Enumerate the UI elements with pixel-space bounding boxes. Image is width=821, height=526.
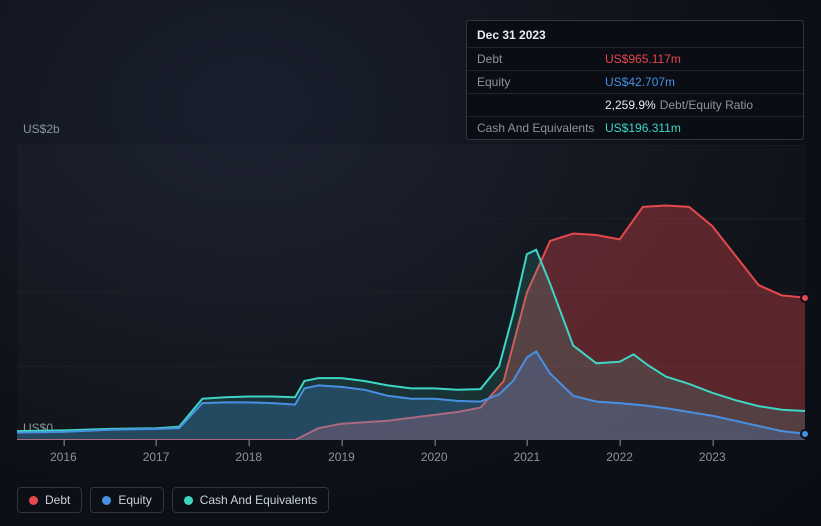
legend-label: Equity [118, 493, 151, 507]
tooltip-value: US$196.311m [605, 121, 681, 135]
chart-tooltip: Dec 31 2023 DebtUS$965.117mEquityUS$42.7… [466, 20, 804, 140]
x-axis-tick: 2016 [50, 450, 77, 464]
tooltip-value: US$42.707m [605, 75, 675, 89]
legend-dot [29, 496, 38, 505]
chart-svg [17, 145, 805, 440]
tooltip-label: Debt [477, 52, 605, 66]
x-axis-tick: 2017 [143, 450, 170, 464]
tooltip-value: US$965.117m [605, 52, 681, 66]
tooltip-date: Dec 31 2023 [467, 21, 803, 47]
legend-dot [184, 496, 193, 505]
tooltip-value: 2,259.9% [605, 98, 656, 112]
legend-dot [102, 496, 111, 505]
x-axis-tick: 2021 [514, 450, 541, 464]
legend-item-equity[interactable]: Equity [90, 487, 163, 513]
tooltip-label: Equity [477, 75, 605, 89]
legend-label: Cash And Equivalents [200, 493, 317, 507]
chart-area[interactable] [17, 145, 805, 440]
tooltip-label: Cash And Equivalents [477, 121, 605, 135]
x-axis-tick: 2019 [328, 450, 355, 464]
legend-label: Debt [45, 493, 70, 507]
tooltip-row: EquityUS$42.707m [467, 70, 803, 93]
y-axis-label-max: US$2b [23, 122, 60, 136]
tooltip-secondary: Debt/Equity Ratio [660, 98, 753, 112]
series-marker [800, 429, 810, 439]
x-axis-tick: 2022 [606, 450, 633, 464]
tooltip-label [477, 98, 605, 112]
tooltip-row: 2,259.9% Debt/Equity Ratio [467, 93, 803, 116]
chart-legend: Debt Equity Cash And Equivalents [17, 487, 329, 513]
x-axis-tick: 2023 [699, 450, 726, 464]
series-marker [800, 293, 810, 303]
x-axis-tick: 2018 [235, 450, 262, 464]
tooltip-row: DebtUS$965.117m [467, 47, 803, 70]
x-axis-tick: 2020 [421, 450, 448, 464]
tooltip-row: Cash And EquivalentsUS$196.311m [467, 116, 803, 139]
x-axis: 2016 2017 2018 2019 2020 2021 2022 2023 [17, 445, 805, 465]
legend-item-debt[interactable]: Debt [17, 487, 82, 513]
legend-item-cash-and-equivalents[interactable]: Cash And Equivalents [172, 487, 329, 513]
